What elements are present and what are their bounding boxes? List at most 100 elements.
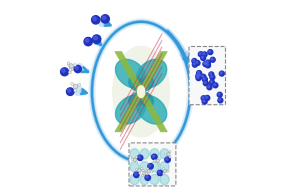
Circle shape xyxy=(152,155,155,157)
Circle shape xyxy=(204,81,206,84)
Circle shape xyxy=(142,170,144,172)
Circle shape xyxy=(210,75,215,80)
Circle shape xyxy=(62,69,65,72)
Circle shape xyxy=(74,64,76,66)
Circle shape xyxy=(165,153,167,155)
Circle shape xyxy=(202,52,207,57)
Circle shape xyxy=(73,84,78,89)
Circle shape xyxy=(213,83,218,88)
Circle shape xyxy=(158,171,160,173)
Circle shape xyxy=(146,173,148,175)
Ellipse shape xyxy=(140,174,149,185)
Ellipse shape xyxy=(160,161,169,172)
Circle shape xyxy=(69,66,74,71)
Circle shape xyxy=(196,74,201,79)
Circle shape xyxy=(203,100,205,102)
Circle shape xyxy=(204,62,208,67)
Circle shape xyxy=(134,172,139,177)
Circle shape xyxy=(206,61,208,63)
Circle shape xyxy=(201,56,204,58)
Circle shape xyxy=(135,161,138,163)
Circle shape xyxy=(148,164,153,169)
Circle shape xyxy=(101,15,109,23)
Circle shape xyxy=(147,170,150,173)
Circle shape xyxy=(209,72,214,77)
Circle shape xyxy=(202,75,204,77)
Circle shape xyxy=(167,170,169,172)
Circle shape xyxy=(214,84,216,86)
Circle shape xyxy=(67,62,70,65)
FancyBboxPatch shape xyxy=(189,46,225,105)
Circle shape xyxy=(141,168,143,170)
Circle shape xyxy=(217,92,222,97)
Circle shape xyxy=(146,176,148,178)
Circle shape xyxy=(78,83,81,86)
Circle shape xyxy=(199,53,201,55)
Circle shape xyxy=(192,59,197,64)
Ellipse shape xyxy=(140,161,149,172)
Circle shape xyxy=(71,82,74,85)
Circle shape xyxy=(201,74,206,79)
Ellipse shape xyxy=(138,86,145,98)
Circle shape xyxy=(207,85,212,90)
Circle shape xyxy=(92,35,101,43)
Circle shape xyxy=(138,156,141,158)
Circle shape xyxy=(197,71,199,73)
Circle shape xyxy=(202,99,207,104)
Ellipse shape xyxy=(150,174,159,185)
Ellipse shape xyxy=(160,174,169,185)
Circle shape xyxy=(208,50,213,55)
Ellipse shape xyxy=(115,59,146,88)
Circle shape xyxy=(205,60,210,65)
Circle shape xyxy=(146,173,148,175)
Circle shape xyxy=(192,62,197,67)
Circle shape xyxy=(203,53,205,55)
Circle shape xyxy=(147,168,149,170)
Circle shape xyxy=(68,63,71,67)
Circle shape xyxy=(218,98,223,103)
Circle shape xyxy=(133,158,137,161)
Circle shape xyxy=(68,71,72,74)
Circle shape xyxy=(92,16,100,24)
Circle shape xyxy=(166,158,168,160)
Circle shape xyxy=(201,96,206,101)
Circle shape xyxy=(210,80,215,85)
Ellipse shape xyxy=(129,92,144,106)
Circle shape xyxy=(195,60,200,65)
Ellipse shape xyxy=(160,149,169,159)
Circle shape xyxy=(158,163,160,165)
Circle shape xyxy=(210,73,212,75)
Circle shape xyxy=(211,58,213,60)
Circle shape xyxy=(197,71,201,76)
Ellipse shape xyxy=(138,92,153,106)
Circle shape xyxy=(211,76,213,78)
Circle shape xyxy=(145,175,151,180)
Circle shape xyxy=(205,95,210,100)
Circle shape xyxy=(197,76,199,78)
Circle shape xyxy=(203,81,208,86)
Circle shape xyxy=(204,62,206,64)
Circle shape xyxy=(165,157,170,162)
Ellipse shape xyxy=(130,161,139,172)
Ellipse shape xyxy=(129,77,144,91)
Circle shape xyxy=(196,61,198,63)
Circle shape xyxy=(196,76,201,81)
Circle shape xyxy=(169,156,171,158)
Circle shape xyxy=(93,17,96,20)
Circle shape xyxy=(136,168,138,170)
Ellipse shape xyxy=(136,95,167,124)
Ellipse shape xyxy=(130,174,139,185)
Circle shape xyxy=(218,93,220,95)
Circle shape xyxy=(164,170,167,173)
Circle shape xyxy=(139,172,141,174)
Circle shape xyxy=(68,89,71,92)
Circle shape xyxy=(163,173,165,175)
Circle shape xyxy=(210,81,212,83)
Circle shape xyxy=(138,169,141,172)
Circle shape xyxy=(156,159,159,163)
Circle shape xyxy=(151,171,153,173)
Ellipse shape xyxy=(113,46,169,137)
Circle shape xyxy=(157,170,163,176)
Circle shape xyxy=(66,88,74,95)
Circle shape xyxy=(69,64,73,68)
